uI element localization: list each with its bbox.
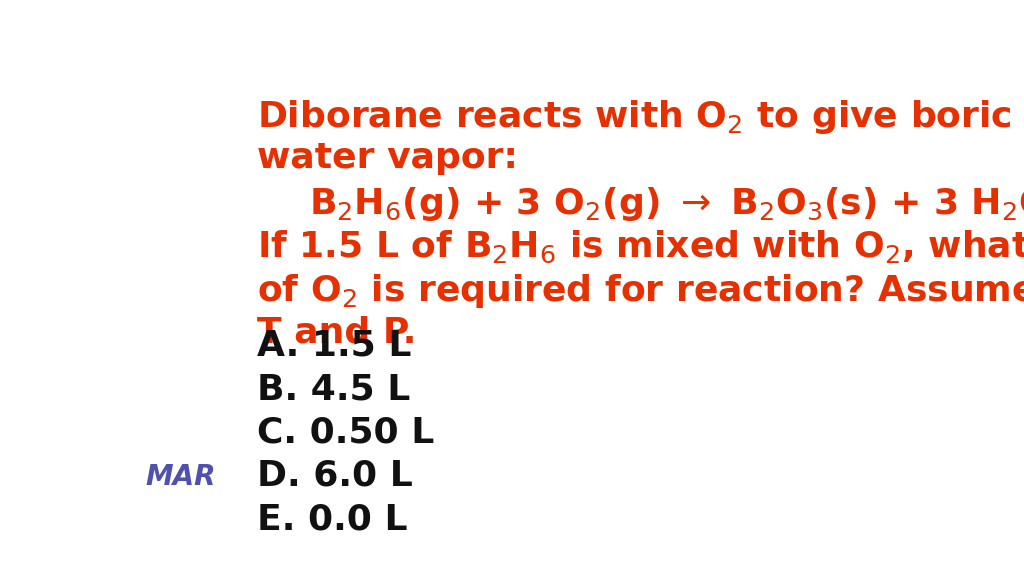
Text: If 1.5 L of B$_2$H$_6$ is mixed with O$_2$, what volume: If 1.5 L of B$_2$H$_6$ is mixed with O$_… (257, 228, 1024, 264)
Text: A. 1.5 L: A. 1.5 L (257, 328, 412, 362)
Text: T and P.: T and P. (257, 315, 417, 349)
Text: B. 4.5 L: B. 4.5 L (257, 372, 411, 406)
Text: MAR: MAR (145, 463, 216, 491)
Text: Diborane reacts with O$_2$ to give boric oxide and: Diborane reacts with O$_2$ to give boric… (257, 98, 1024, 136)
Text: D. 6.0 L: D. 6.0 L (257, 459, 413, 493)
Text: B$_2$H$_6$(g) + 3 O$_2$(g) $\rightarrow$ B$_2$O$_3$(s) + 3 H$_2$O(g): B$_2$H$_6$(g) + 3 O$_2$(g) $\rightarrow$… (309, 185, 1024, 223)
Text: C. 0.50 L: C. 0.50 L (257, 415, 434, 449)
Text: E. 0.0 L: E. 0.0 L (257, 502, 408, 536)
Text: of O$_2$ is required for reaction? Assume constant: of O$_2$ is required for reaction? Assum… (257, 272, 1024, 310)
Text: water vapor:: water vapor: (257, 142, 518, 176)
